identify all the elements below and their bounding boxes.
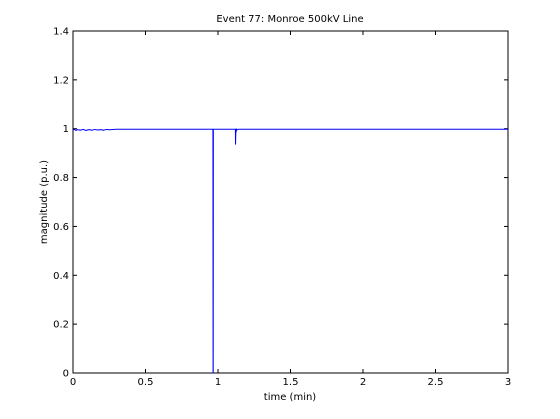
x-axis-label: time (min) bbox=[264, 392, 317, 403]
x-tick-label: 1 bbox=[215, 377, 221, 388]
y-tick-label: 1.4 bbox=[53, 27, 69, 38]
y-tick-label: 0.6 bbox=[53, 222, 69, 233]
x-tick-label: 2.5 bbox=[428, 377, 444, 388]
y-tick-labels: 0 0.2 0.4 0.6 0.8 1 1.2 1.4 bbox=[53, 27, 69, 380]
x-tick-label: 3 bbox=[505, 377, 511, 388]
chart-title: Event 77: Monroe 500kV Line bbox=[216, 14, 363, 25]
y-tick-label: 0.4 bbox=[53, 271, 69, 282]
y-tick-label: 1.2 bbox=[53, 75, 69, 86]
x-tick-labels: 0 0.5 1 1.5 2 2.5 3 bbox=[70, 377, 511, 388]
y-tick-label: 0.8 bbox=[53, 173, 69, 184]
plot-area: 0 0.5 1 1.5 2 2.5 3 0 0.2 0.4 0.6 0.8 1 1.2 1.4 bbox=[53, 27, 511, 389]
y-tick-label: 0.2 bbox=[53, 320, 69, 331]
x-tick-label: 2 bbox=[360, 377, 366, 388]
x-tick-label: 0.5 bbox=[138, 377, 154, 388]
y-tick-label: 0 bbox=[63, 369, 69, 380]
x-tick-label: 0 bbox=[70, 377, 76, 388]
y-tick-label: 1 bbox=[63, 124, 69, 135]
plot-frame bbox=[73, 31, 508, 373]
y-axis-label: magnitude (p.u.) bbox=[39, 160, 50, 244]
x-tick-label: 1.5 bbox=[283, 377, 299, 388]
